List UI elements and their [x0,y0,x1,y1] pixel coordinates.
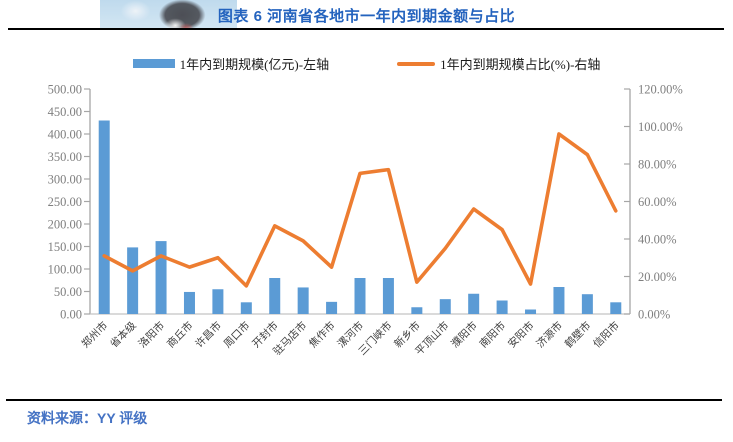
title-divider [8,28,724,30]
source-divider [6,399,722,401]
bar [155,241,167,314]
chart-legend: 1年内到期规模(亿元)-左轴 1年内到期规模占比(%)-右轴 [0,54,733,73]
y-right-tick-label: 20.00% [638,270,677,284]
category-label: 济源市 [534,319,565,350]
y-left-tick-label: 400.00 [48,128,82,142]
y-right-tick-label: 120.00% [638,83,683,97]
legend-bar-label: 1年内到期规模(亿元)-左轴 [179,57,330,72]
y-axis-left: 0.00 50.00 100.00 150.00 200.00 250.00 300.00 3… [48,83,90,322]
bar [240,302,252,314]
category-label: 安阳市 [505,319,536,350]
bar [382,278,394,314]
bar [354,278,366,314]
bar [525,309,537,314]
x-axis-labels: 郑州市省本级洛阳市商丘市许昌市周口市开封市驻马店市焦作市漯河市三门峡市新乡市平顶… [79,319,622,358]
y-axis-right: 0.00% 20.00% 40.00% 60.00% 80.00% 100.00% 120.… [624,83,683,322]
y-left-tick-label: 250.00 [48,195,82,209]
category-label: 商丘市 [164,319,195,350]
y-left-tick-label: 100.00 [48,263,82,277]
y-left-tick-label: 0.00 [60,308,82,322]
line-series [102,132,618,288]
y-left-tick-label: 350.00 [48,150,82,164]
category-label: 周口市 [221,319,252,350]
legend-item-bar: 1年内到期规模(亿元)-左轴 [132,54,330,73]
category-label: 洛阳市 [136,319,167,350]
y-right-tick-label: 80.00% [638,158,677,172]
bar [326,301,338,314]
bar [127,247,139,314]
category-label: 濮阳市 [448,319,479,350]
bar [468,293,480,314]
category-label: 郑州市 [79,319,110,350]
y-left-tick-label: 50.00 [54,285,82,299]
bar [581,294,593,314]
bar [439,299,451,314]
category-label: 焦作市 [306,319,337,350]
y-left-tick-label: 500.00 [48,83,82,97]
category-label: 南阳市 [477,319,508,350]
legend-line-label: 1年内到期规模占比(%)-右轴 [440,57,601,72]
y-right-tick-label: 100.00% [638,120,683,134]
bar [212,289,224,314]
bar [269,278,281,314]
bar [610,302,622,314]
header-photo-watermark [100,0,237,29]
bar-series [98,120,622,314]
bar [183,291,195,314]
bar [496,300,508,314]
legend-item-line: 1年内到期规模占比(%)-右轴 [397,54,600,73]
category-label: 鹤壁市 [562,319,593,350]
bar [411,307,423,314]
y-left-tick-label: 200.00 [48,218,82,232]
y-right-tick-label: 60.00% [638,195,677,209]
source-note: 资料来源：YY 评级 [27,410,148,426]
bar-series-swatch [132,59,175,68]
category-label: 省本级 [107,319,139,351]
y-left-tick-label: 450.00 [48,105,82,119]
bar [297,287,309,314]
category-label: 许昌市 [193,319,224,350]
category-label: 信阳市 [590,319,621,350]
bar [98,120,110,314]
y-right-tick-label: 40.00% [638,233,677,247]
y-left-tick-label: 300.00 [48,173,82,187]
bar [553,287,565,314]
page-title: 图表 6 河南省各地市一年内到期金额与占比 [217,8,516,25]
y-right-tick-label: 0.00% [638,308,670,322]
line-series-swatch [397,61,436,66]
y-left-tick-label: 150.00 [48,240,82,254]
trend-line [102,132,618,288]
